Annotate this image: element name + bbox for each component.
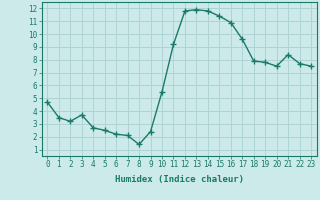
X-axis label: Humidex (Indice chaleur): Humidex (Indice chaleur) <box>115 175 244 184</box>
